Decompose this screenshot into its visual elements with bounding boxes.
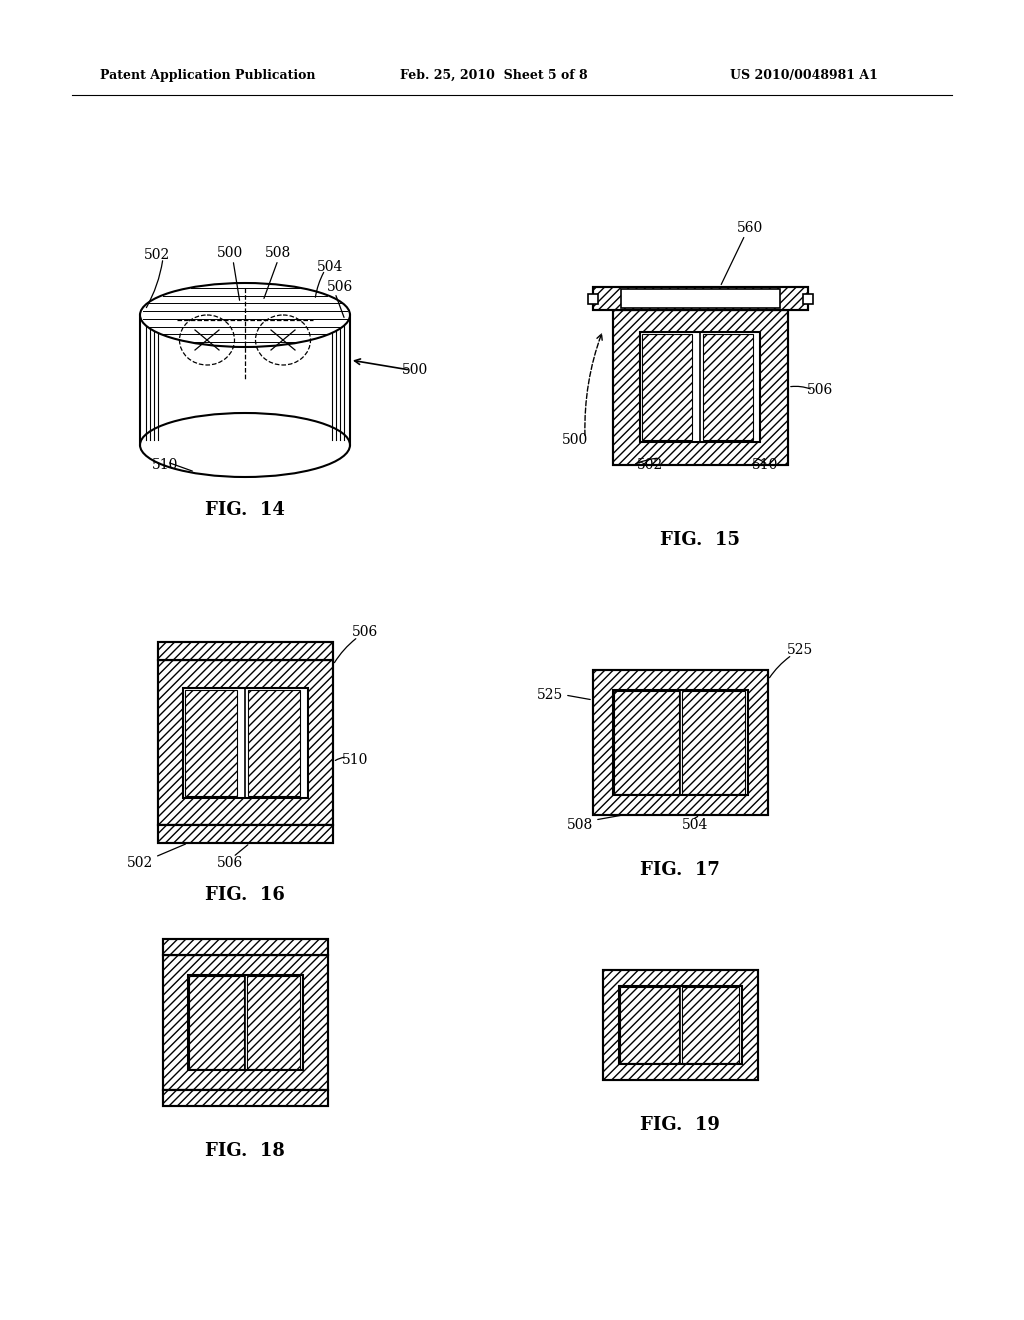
Bar — [158, 642, 333, 660]
Bar — [247, 975, 300, 1069]
Text: FIG.  17: FIG. 17 — [640, 861, 720, 879]
Text: 506: 506 — [327, 280, 353, 294]
Text: 508: 508 — [265, 246, 291, 260]
Text: 508: 508 — [567, 818, 593, 832]
Text: US 2010/0048981 A1: US 2010/0048981 A1 — [730, 69, 878, 82]
Bar — [158, 825, 333, 843]
Text: 510: 510 — [152, 458, 178, 473]
Bar — [163, 939, 328, 954]
Bar — [703, 334, 753, 440]
Bar — [593, 286, 808, 310]
Bar — [613, 310, 788, 465]
Bar — [248, 690, 300, 796]
Text: 525: 525 — [537, 688, 563, 702]
Bar — [682, 987, 739, 1063]
Bar — [613, 690, 748, 795]
Text: 502: 502 — [144, 248, 170, 261]
Text: 504: 504 — [316, 260, 343, 275]
Bar — [163, 1090, 328, 1106]
Text: Patent Application Publication: Patent Application Publication — [100, 69, 315, 82]
Bar — [163, 954, 328, 1090]
Bar — [593, 671, 768, 814]
Bar — [620, 987, 679, 1063]
Text: FIG.  15: FIG. 15 — [660, 531, 740, 549]
Bar — [803, 294, 813, 304]
Text: 510: 510 — [752, 458, 778, 473]
Bar — [163, 954, 328, 1090]
Bar — [613, 310, 788, 465]
Text: 504: 504 — [682, 818, 709, 832]
Bar — [163, 1090, 328, 1106]
Bar — [593, 671, 768, 814]
Text: 500: 500 — [562, 433, 588, 447]
Ellipse shape — [140, 282, 350, 347]
Text: 510: 510 — [342, 752, 369, 767]
Text: 506: 506 — [807, 383, 834, 397]
Text: 525: 525 — [786, 643, 813, 657]
Bar — [158, 660, 333, 825]
Text: FIG.  18: FIG. 18 — [205, 1142, 285, 1160]
Text: 560: 560 — [737, 220, 763, 235]
Bar — [621, 289, 780, 308]
Bar — [640, 333, 760, 442]
Bar — [682, 690, 745, 795]
Bar — [183, 688, 308, 799]
Bar — [163, 939, 328, 954]
Text: FIG.  19: FIG. 19 — [640, 1115, 720, 1134]
Bar — [593, 286, 808, 310]
Text: 502: 502 — [127, 855, 154, 870]
Bar — [188, 975, 303, 1071]
Text: Feb. 25, 2010  Sheet 5 of 8: Feb. 25, 2010 Sheet 5 of 8 — [400, 69, 588, 82]
Bar — [618, 986, 742, 1064]
Bar — [189, 975, 244, 1069]
Text: 500: 500 — [217, 246, 243, 260]
Bar — [588, 294, 598, 304]
Bar — [603, 970, 758, 1080]
Text: 500: 500 — [401, 363, 428, 378]
Bar — [642, 334, 692, 440]
Text: 506: 506 — [352, 624, 378, 639]
Bar — [158, 642, 333, 660]
Bar — [158, 825, 333, 843]
Text: 502: 502 — [637, 458, 664, 473]
Text: 506: 506 — [217, 855, 243, 870]
Bar — [158, 660, 333, 825]
Bar — [603, 970, 758, 1080]
Text: FIG.  16: FIG. 16 — [205, 886, 285, 904]
Bar — [185, 690, 237, 796]
Bar — [614, 690, 679, 795]
Text: FIG.  14: FIG. 14 — [205, 502, 285, 519]
